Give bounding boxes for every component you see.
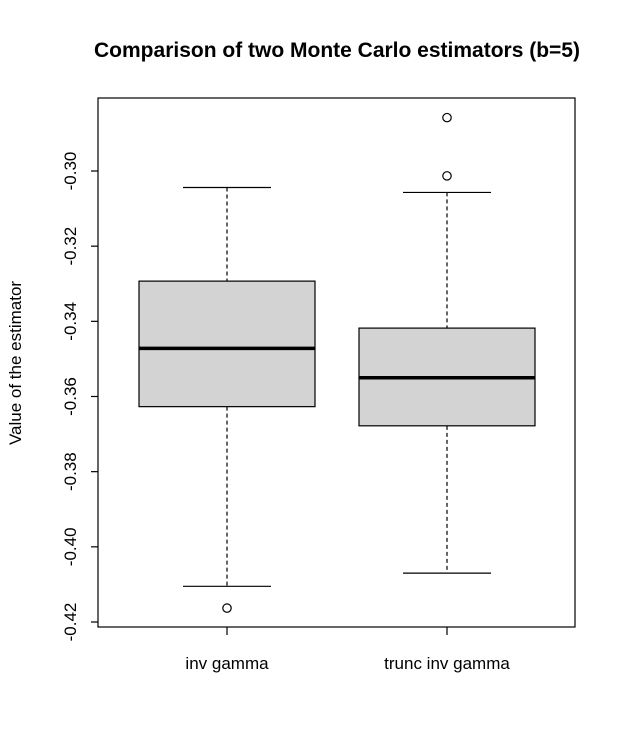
outlier-point <box>442 171 452 181</box>
iqr-box <box>138 280 316 408</box>
x-axis: inv gamma trunc inv gamma <box>185 627 510 673</box>
x-tick-label: inv gamma <box>185 654 269 673</box>
x-tick-label: trunc inv gamma <box>384 654 510 673</box>
box-group <box>138 112 536 613</box>
y-axis-label: Value of the estimator <box>6 281 25 445</box>
y-tick-label: -0.40 <box>61 527 80 566</box>
y-tick-label: -0.38 <box>61 452 80 491</box>
y-tick-label: -0.36 <box>61 377 80 416</box>
y-axis: -0.30 -0.32 -0.34 -0.36 -0.38 -0.40 -0.42 <box>61 152 98 642</box>
y-tick-label: -0.30 <box>61 152 80 191</box>
y-tick-label: -0.42 <box>61 603 80 642</box>
chart-title: Comparison of two Monte Carlo estimators… <box>94 39 580 62</box>
plot-frame <box>97 97 576 628</box>
outlier-point <box>222 603 232 613</box>
box-2 <box>358 112 536 574</box>
y-tick-label: -0.34 <box>61 302 80 341</box>
box-1 <box>138 186 316 613</box>
outlier-point <box>442 112 452 123</box>
y-tick-label: -0.32 <box>61 227 80 266</box>
